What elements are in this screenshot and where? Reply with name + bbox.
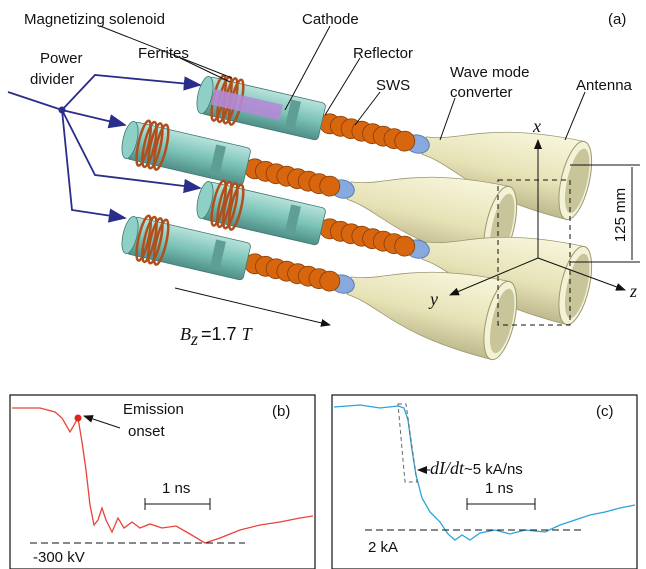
callout: Antenna <box>576 77 633 94</box>
axis-label: y <box>428 289 438 309</box>
callout: Magnetizing solenoid <box>24 11 165 28</box>
unit: T <box>242 324 254 344</box>
channels <box>114 54 598 362</box>
callout: Cathode <box>302 11 359 28</box>
subscript: z <box>190 329 198 349</box>
panel-label: (b) <box>272 403 290 420</box>
scale-label: 1 ns <box>162 480 190 497</box>
axis-label: x <box>532 116 541 136</box>
scale-label: 1 ns <box>485 480 513 497</box>
callout: Ferrites <box>138 45 189 62</box>
level-label: 2 kA <box>368 539 398 556</box>
callout: Reflector <box>353 45 413 62</box>
callout: Power <box>40 50 83 67</box>
callout: SWS <box>376 77 410 94</box>
symbol: dI/dt <box>430 458 465 478</box>
callout: dI/dt~5 kA/ns <box>430 458 523 478</box>
callout: Wave mode <box>450 64 529 81</box>
panel-c: dI/dt~5 kA/ns (c) 1 ns 2 kA <box>332 395 637 569</box>
callout: Emission <box>123 401 184 418</box>
callout: converter <box>450 84 513 101</box>
axis-label: z <box>629 281 637 301</box>
symbol: B <box>180 324 191 344</box>
panel-label: (c) <box>596 403 614 420</box>
value: =1.7 <box>201 324 237 344</box>
callout: onset <box>128 423 166 440</box>
level-label: -300 kV <box>33 549 85 566</box>
panel-label: (a) <box>608 11 626 28</box>
figure: Magnetizing solenoid Cathode (a) Ferrite… <box>0 0 646 569</box>
callout: divider <box>30 71 74 88</box>
panel-b: Emission onset (b) 1 ns -300 kV <box>10 395 315 569</box>
value: ~5 kA/ns <box>464 461 523 478</box>
dimension: 125 mm <box>612 188 629 242</box>
